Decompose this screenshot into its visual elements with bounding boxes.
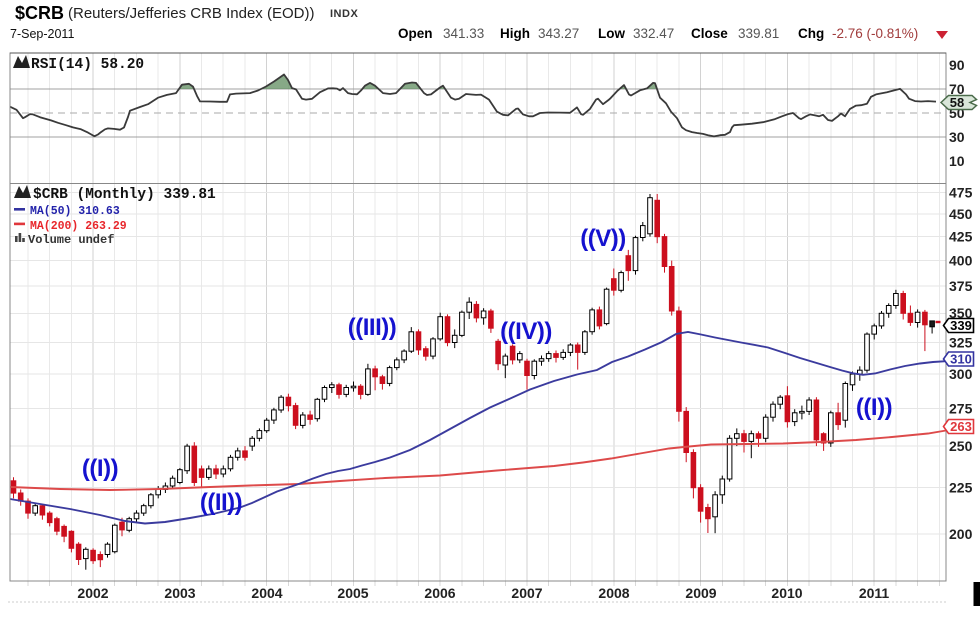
svg-text:350: 350 xyxy=(949,305,973,321)
svg-text:2004: 2004 xyxy=(251,585,282,601)
svg-text:Open: Open xyxy=(398,26,433,41)
svg-text:250: 250 xyxy=(949,438,973,454)
svg-text:475: 475 xyxy=(949,185,973,201)
svg-text:2010: 2010 xyxy=(771,585,802,601)
svg-text:Volume undef: Volume undef xyxy=(28,233,114,247)
svg-text:(Reuters/Jefferies CRB Index (: (Reuters/Jefferies CRB Index (EOD)) xyxy=(68,5,314,22)
svg-text:MA(200) 263.29: MA(200) 263.29 xyxy=(30,220,127,233)
svg-text:-2.76 (-0.81%): -2.76 (-0.81%) xyxy=(832,26,918,41)
svg-text:((II)): ((II)) xyxy=(200,489,242,516)
svg-text:332.47: 332.47 xyxy=(633,26,674,41)
svg-text:((III)): ((III)) xyxy=(348,314,396,341)
svg-text:58: 58 xyxy=(950,95,964,110)
svg-text:((V)): ((V)) xyxy=(580,225,625,252)
svg-text:339.81: 339.81 xyxy=(738,26,779,41)
svg-text:2003: 2003 xyxy=(164,585,195,601)
svg-text:7-Sep-2011: 7-Sep-2011 xyxy=(10,27,74,41)
svg-text:((I)): ((I)) xyxy=(856,394,892,421)
svg-text:325: 325 xyxy=(949,334,973,350)
svg-text:275: 275 xyxy=(949,400,973,416)
svg-text:2008: 2008 xyxy=(598,585,629,601)
svg-text:375: 375 xyxy=(949,278,973,294)
svg-text:30: 30 xyxy=(949,129,965,145)
svg-text:Close: Close xyxy=(691,26,728,41)
svg-text:$CRB (Monthly) 339.81: $CRB (Monthly) 339.81 xyxy=(33,187,216,203)
svg-text:200: 200 xyxy=(949,526,973,542)
svg-text:((I)): ((I)) xyxy=(82,455,118,482)
svg-text:INDX: INDX xyxy=(330,8,358,20)
svg-text:$CRB: $CRB xyxy=(15,3,64,23)
svg-text:2005: 2005 xyxy=(337,585,368,601)
svg-text:90: 90 xyxy=(949,57,965,73)
svg-text:225: 225 xyxy=(949,480,973,496)
svg-text:2002: 2002 xyxy=(77,585,108,601)
svg-text:2006: 2006 xyxy=(424,585,455,601)
svg-text:RSI(14) 58.20: RSI(14) 58.20 xyxy=(31,57,144,73)
svg-text:((IV)): ((IV)) xyxy=(500,318,552,345)
svg-text:310: 310 xyxy=(950,352,972,367)
svg-text:Low: Low xyxy=(598,26,625,41)
svg-text:70: 70 xyxy=(949,81,965,97)
svg-text:339: 339 xyxy=(950,318,972,333)
svg-text:2011: 2011 xyxy=(859,585,890,601)
svg-text:300: 300 xyxy=(949,366,973,382)
svg-text:10: 10 xyxy=(949,153,965,169)
svg-text:MA(50) 310.63: MA(50) 310.63 xyxy=(30,205,120,218)
svg-text:Chg: Chg xyxy=(798,26,824,41)
svg-text:263: 263 xyxy=(950,419,972,434)
svg-text:450: 450 xyxy=(949,206,973,222)
svg-text:341.33: 341.33 xyxy=(443,26,484,41)
svg-text:425: 425 xyxy=(949,228,973,244)
svg-text:High: High xyxy=(500,26,530,41)
svg-text:2009: 2009 xyxy=(685,585,716,601)
svg-text:400: 400 xyxy=(949,252,973,268)
svg-text:2007: 2007 xyxy=(511,585,542,601)
svg-text:343.27: 343.27 xyxy=(538,26,579,41)
